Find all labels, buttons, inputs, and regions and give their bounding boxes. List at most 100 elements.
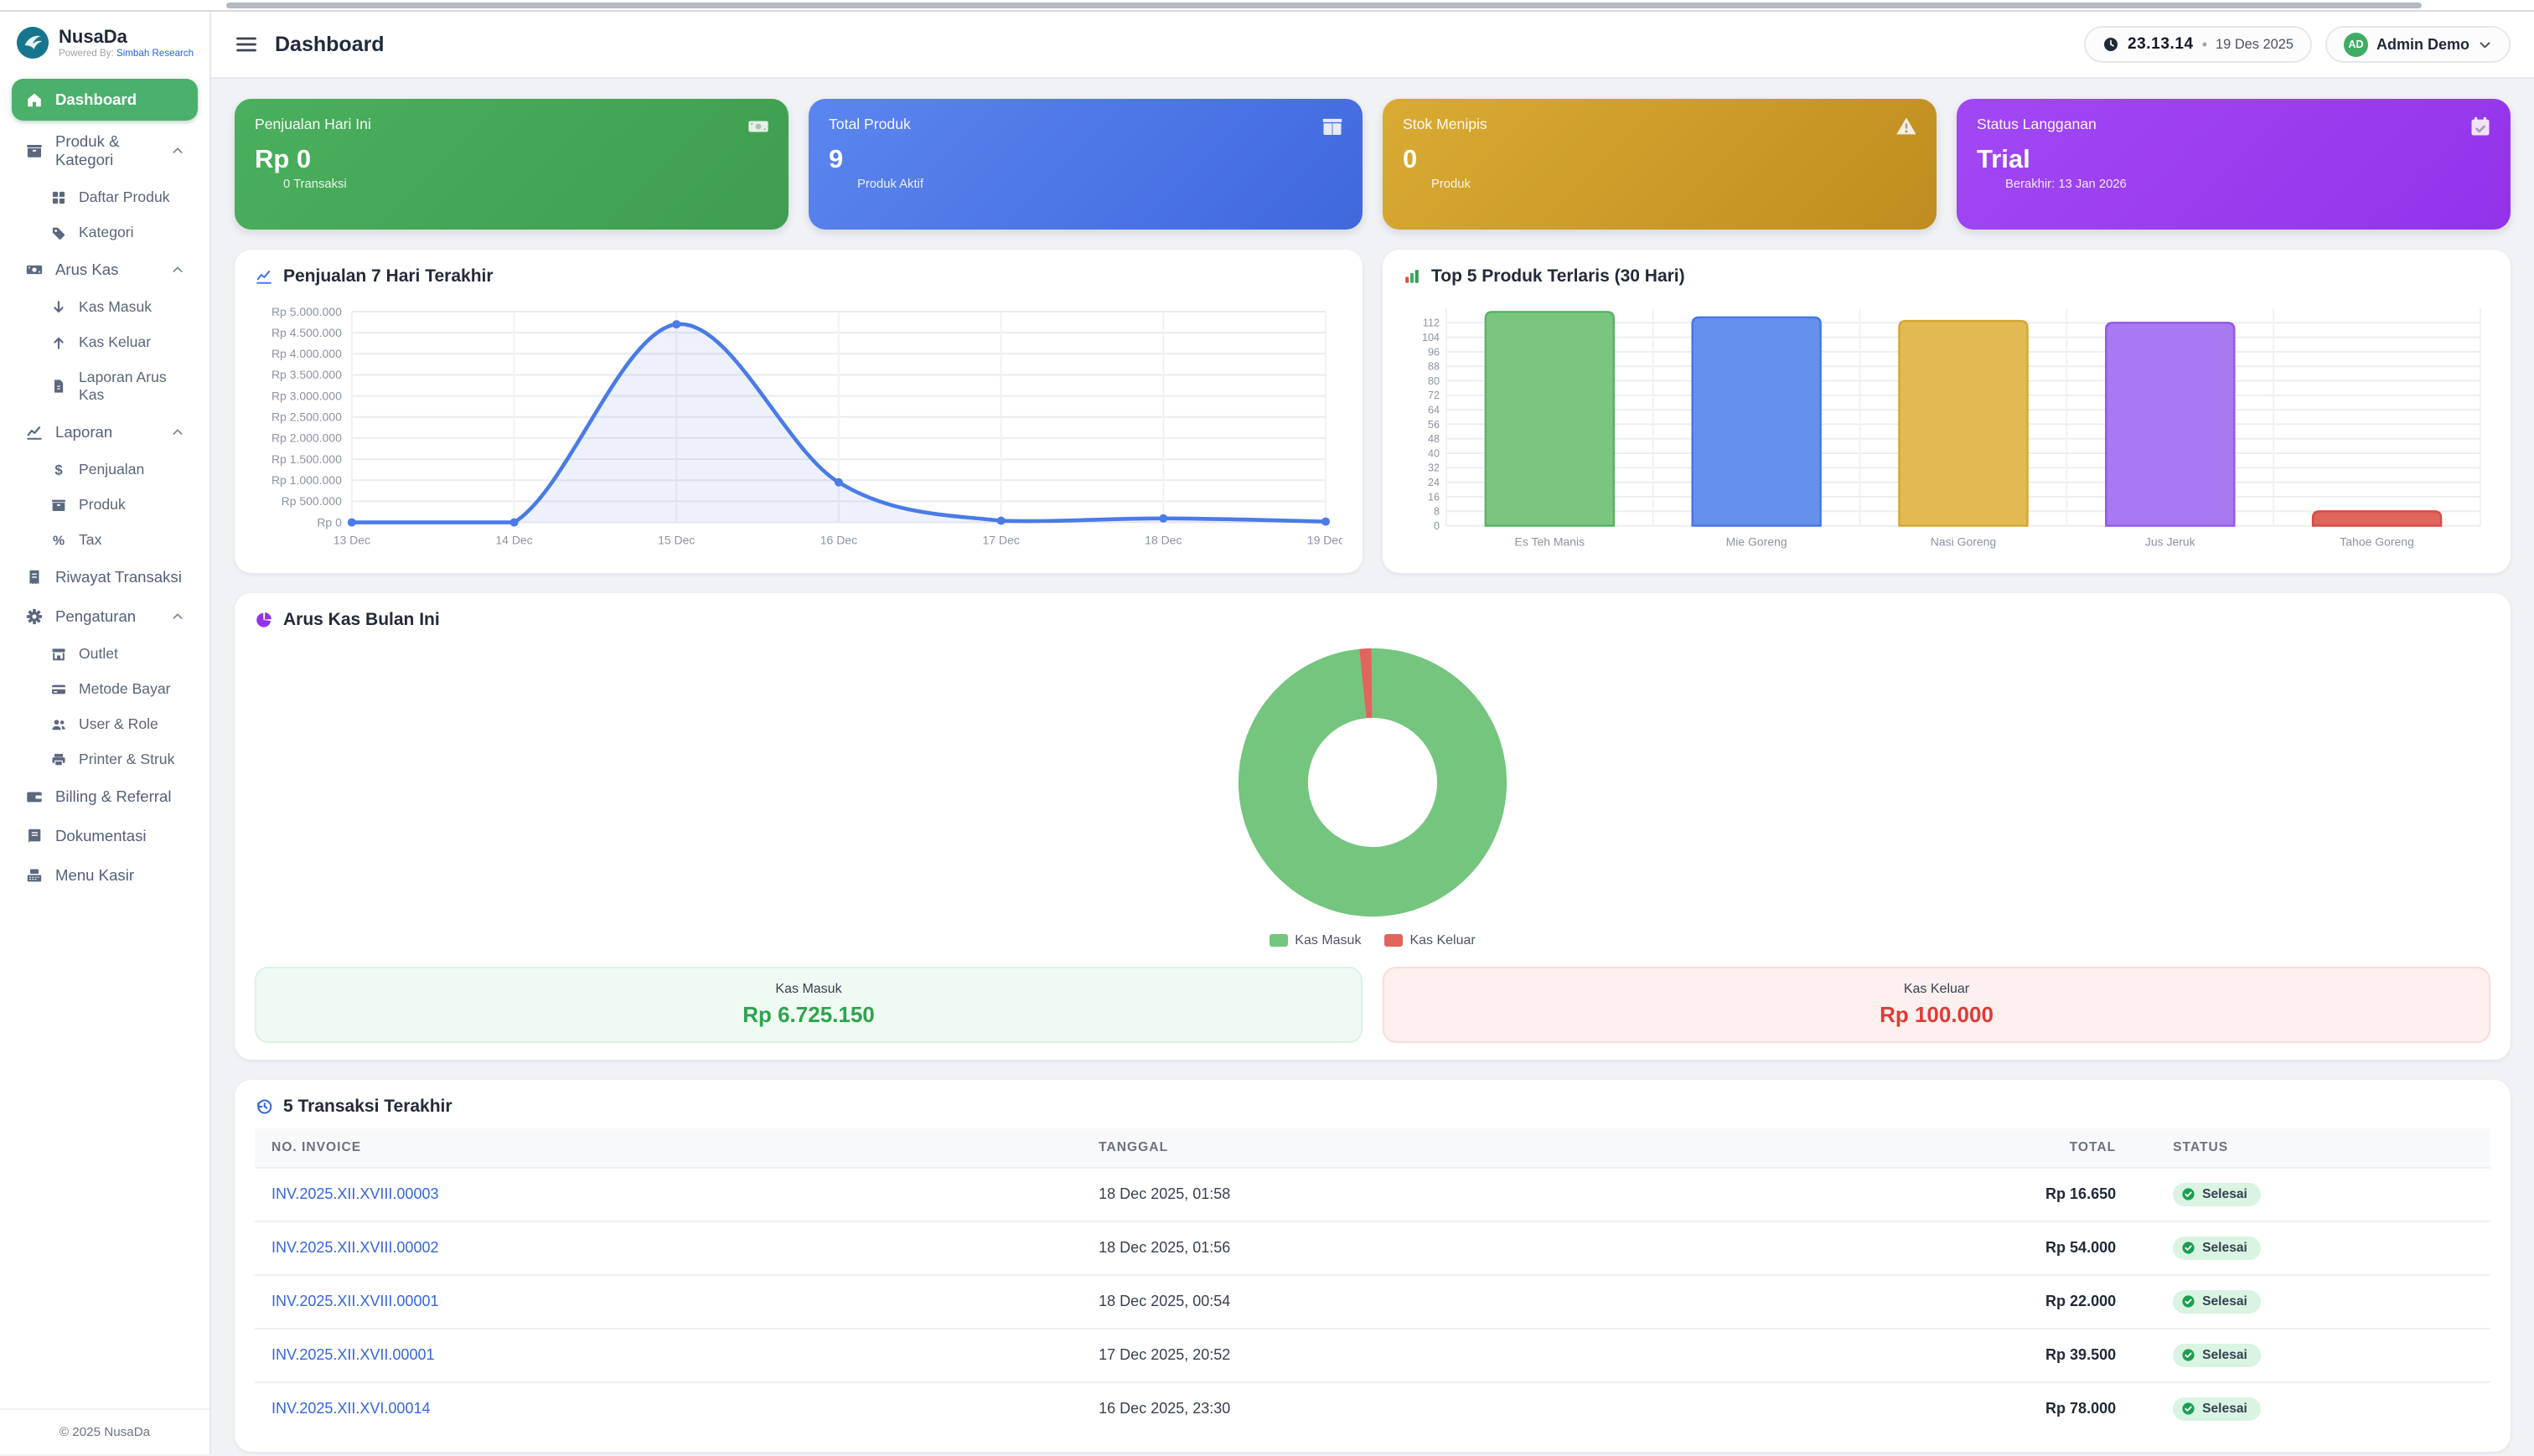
menu-toggle-icon[interactable]	[235, 33, 258, 56]
svg-text:Tahoe Goreng: Tahoe Goreng	[2340, 535, 2414, 549]
svg-text:56: 56	[1428, 419, 1440, 431]
sidebar-item-billing-referral[interactable]: Billing & Referral	[12, 778, 198, 815]
stat-value: Trial	[1977, 144, 2030, 173]
transaction-date: 18 Dec 2025, 01:58	[1082, 1166, 1820, 1221]
svg-text:Rp 1.000.000: Rp 1.000.000	[272, 473, 342, 487]
sidebar-item-user-role[interactable]: User & Role	[40, 708, 198, 741]
sidebar-item-pengaturan[interactable]: Pengaturan	[12, 598, 198, 635]
sidebar-item-metode-bayar[interactable]: Metode Bayar	[40, 673, 198, 705]
sidebar: NusaDa Powered By: Simbah Research Dashb…	[0, 12, 211, 1454]
transaction-row: INV.2025.XII.XVI.00014 16 Dec 2025, 23:3…	[255, 1381, 2490, 1435]
svg-text:13 Dec: 13 Dec	[334, 534, 370, 547]
sidebar-item-label: User & Role	[79, 715, 158, 732]
sidebar-item-menu-kasir[interactable]: Menu Kasir	[12, 857, 198, 894]
gear-icon	[26, 608, 43, 625]
submenu-pengaturan: Outlet Metode Bayar User & Role Printer & S…	[12, 638, 198, 776]
sidebar-item-printer-struk[interactable]: Printer & Struk	[40, 743, 198, 776]
sidebar-item-produk-kategori[interactable]: Produk & Kategori	[12, 123, 198, 178]
sidebar-item-daftar-produk[interactable]: Daftar Produk	[40, 181, 198, 214]
sidebar-item-laporan-arus-kas[interactable]: Laporan Arus Kas	[40, 361, 198, 411]
box-icon	[52, 499, 65, 511]
transaction-total: Rp 16.650	[1819, 1166, 2133, 1221]
transaction-date: 18 Dec 2025, 00:54	[1082, 1273, 1820, 1329]
sidebar-item-label: Billing & Referral	[55, 787, 172, 805]
tag-icon	[52, 227, 65, 240]
svg-text:32: 32	[1428, 462, 1440, 474]
sidebar-item-penjualan[interactable]: $ Penjualan	[40, 453, 198, 486]
sales-line-chart: Rp 0 Rp 500.000 Rp 1.000.000 Rp 1.500.000 Rp…	[272, 305, 1342, 547]
sidebar-item-label: Menu Kasir	[55, 866, 135, 884]
legend-kas-keluar: Kas Keluar	[1384, 933, 1476, 948]
sidebar-item-label: Penjualan	[79, 461, 145, 478]
avatar: AD	[2343, 32, 2368, 57]
svg-text:Mie Goreng: Mie Goreng	[1726, 535, 1787, 549]
stat-cards-row: Penjualan Hari Ini Rp 0 0 Transaksi Tota…	[235, 99, 2511, 230]
wallet-icon	[27, 792, 42, 803]
invoice-link[interactable]: INV.2025.XII.XVIII.00001	[272, 1293, 439, 1310]
sidebar-item-outlet[interactable]: Outlet	[40, 638, 198, 670]
sidebar-menu: Dashboard Produk & Kategori Daftar Produk K…	[0, 70, 209, 1408]
box-icon	[27, 145, 42, 157]
sidebar-item-tax[interactable]: % Tax	[40, 524, 198, 556]
svg-text:Rp 2.500.000: Rp 2.500.000	[272, 410, 342, 424]
sidebar-item-label: Dashboard	[55, 90, 137, 108]
svg-text:Nasi Goreng: Nasi Goreng	[1931, 535, 1996, 549]
transaction-row: INV.2025.XII.XVIII.00003 18 Dec 2025, 01…	[255, 1166, 2490, 1221]
powered-by-link[interactable]: Simbah Research	[116, 47, 194, 59]
line-chart-icon	[255, 267, 273, 286]
sidebar-item-arus-kas[interactable]: Arus Kas	[12, 251, 198, 288]
sidebar-item-kategori[interactable]: Kategori	[40, 216, 198, 249]
svg-text:112: 112	[1423, 318, 1440, 329]
svg-text:80: 80	[1428, 375, 1440, 387]
sidebar-item-laporan[interactable]: Laporan	[12, 414, 198, 451]
sidebar-item-label: Dokumentasi	[55, 827, 147, 844]
user-menu[interactable]: AD Admin Demo	[2325, 26, 2511, 63]
svg-text:48: 48	[1428, 433, 1440, 445]
sidebar-item-label: Laporan Arus Kas	[79, 369, 167, 403]
svg-text:Rp 1.500.000: Rp 1.500.000	[272, 452, 342, 466]
svg-text:16 Dec: 16 Dec	[820, 534, 857, 547]
status-check-icon	[2182, 1349, 2195, 1361]
svg-text:Rp 0: Rp 0	[317, 515, 342, 529]
app-name: NusaDa	[59, 26, 127, 48]
kas-keluar-value: Rp 100.000	[1880, 1001, 1994, 1027]
chevron-up-icon	[173, 266, 183, 272]
sidebar-item-label: Riwayat Transaksi	[55, 568, 182, 586]
stat-sub: Produk	[1431, 178, 1471, 192]
svg-text:96: 96	[1428, 346, 1440, 358]
invoice-link[interactable]: INV.2025.XII.XVIII.00003	[272, 1185, 439, 1203]
svg-text:Es Teh Manis: Es Teh Manis	[1515, 535, 1585, 549]
stat-card-total-produk: Total Produk 9 Produk Aktif	[809, 99, 1363, 230]
invoice-link[interactable]: INV.2025.XII.XVI.00014	[272, 1400, 431, 1417]
home-icon	[28, 93, 41, 107]
topbar: Dashboard 23.13.14 • 19 Des 2025 AD Admi…	[211, 12, 2534, 79]
sidebar-item-riwayat-transaksi[interactable]: Riwayat Transaksi	[12, 559, 198, 596]
grid-icon	[52, 191, 65, 204]
svg-text:14 Dec: 14 Dec	[495, 534, 532, 547]
brand: NusaDa Powered By: Simbah Research	[0, 12, 209, 70]
horizontal-scrollbar[interactable]	[226, 3, 2422, 8]
sidebar-item-produk[interactable]: Produk	[40, 488, 198, 521]
sidebar-item-dokumentasi[interactable]: Dokumentasi	[12, 818, 198, 854]
invoice-link[interactable]: INV.2025.XII.XVII.00001	[272, 1346, 435, 1364]
transaction-date: 17 Dec 2025, 20:52	[1082, 1327, 1820, 1382]
kas-keluar-swatch	[1384, 934, 1404, 947]
transaction-row: INV.2025.XII.XVII.00001 17 Dec 2025, 20:…	[255, 1327, 2490, 1382]
svg-text:18 Dec: 18 Dec	[1145, 534, 1182, 547]
sidebar-item-label: Outlet	[79, 645, 118, 662]
svg-text:Rp 4.500.000: Rp 4.500.000	[272, 326, 342, 339]
svg-text:19 Dec: 19 Dec	[1307, 534, 1342, 547]
svg-text:0: 0	[1434, 520, 1440, 532]
transaction-total: Rp 54.000	[1819, 1220, 2133, 1275]
cashflow-donut-chart	[1238, 648, 1507, 916]
sidebar-item-dashboard[interactable]: Dashboard	[12, 79, 198, 121]
arrow-down-icon	[54, 300, 64, 312]
stat-value: 0	[1403, 144, 1418, 173]
sidebar-item-kas-masuk[interactable]: Kas Masuk	[40, 291, 198, 323]
chevron-up-icon	[173, 147, 183, 153]
stat-label: Total Produk	[829, 116, 911, 132]
top-products-title: Top 5 Produk Terlaris (30 Hari)	[1431, 266, 1685, 286]
sidebar-item-kas-keluar[interactable]: Kas Keluar	[40, 326, 198, 359]
invoice-link[interactable]: INV.2025.XII.XVIII.00002	[272, 1239, 439, 1257]
top-products-card: Top 5 Produk Terlaris (30 Hari) 0 8 16 24 32…	[1383, 250, 2511, 573]
